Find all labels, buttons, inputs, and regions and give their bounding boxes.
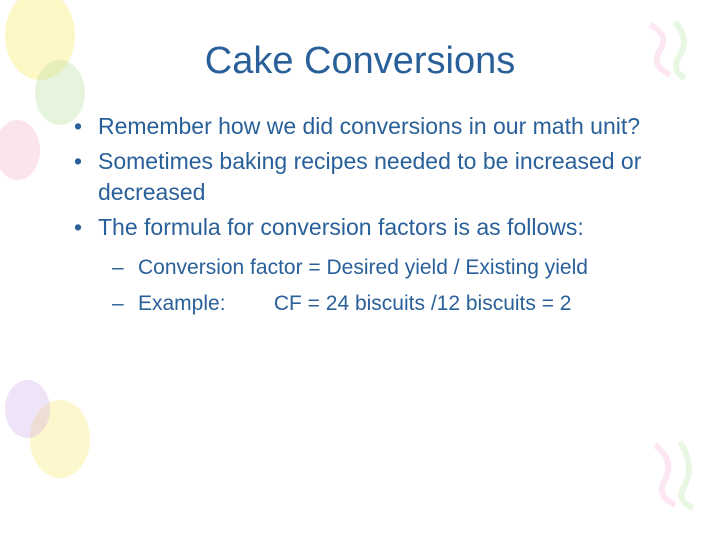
balloon-decoration [5,380,50,438]
streamer-decoration [645,440,705,510]
sub-bullet-example: Example: CF = 24 biscuits /12 biscuits =… [110,289,660,318]
main-bullet-list: Remember how we did conversions in our m… [60,111,660,243]
bullet-item: Sometimes baking recipes needed to be in… [70,146,660,208]
sub-bullet-item: Conversion factor = Desired yield / Exis… [110,253,660,282]
sub-bullet-list: Conversion factor = Desired yield / Exis… [60,253,660,318]
example-label: Example: [138,289,268,318]
bullet-item: Remember how we did conversions in our m… [70,111,660,142]
slide-content: Cake Conversions Remember how we did con… [0,0,720,354]
bullet-item: The formula for conversion factors is as… [70,212,660,243]
example-formula: CF = 24 biscuits /12 biscuits = 2 [274,292,572,315]
slide-title: Cake Conversions [60,40,660,83]
